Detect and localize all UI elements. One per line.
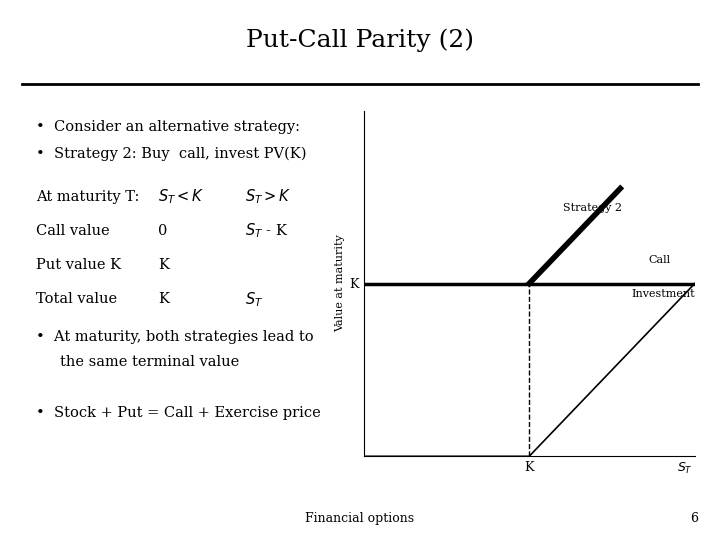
- Text: Put value K: Put value K: [36, 258, 121, 272]
- Text: •  At maturity, both strategies lead to: • At maturity, both strategies lead to: [36, 330, 314, 345]
- Text: At maturity T:: At maturity T:: [36, 190, 140, 204]
- Text: the same terminal value: the same terminal value: [60, 355, 239, 369]
- Y-axis label: Value at maturity: Value at maturity: [335, 234, 345, 333]
- Text: Strategy 2: Strategy 2: [562, 203, 621, 213]
- Text: $S_T$ - K: $S_T$ - K: [245, 222, 288, 240]
- Text: 0: 0: [158, 224, 168, 238]
- Text: •  Consider an alternative strategy:: • Consider an alternative strategy:: [36, 120, 300, 134]
- Text: Investment: Investment: [632, 289, 696, 299]
- Text: K: K: [158, 258, 169, 272]
- Text: Put-Call Parity (2): Put-Call Parity (2): [246, 29, 474, 52]
- Text: •  Stock + Put = Call + Exercise price: • Stock + Put = Call + Exercise price: [36, 406, 320, 420]
- Text: $S_T$: $S_T$: [245, 290, 263, 308]
- Text: Call value: Call value: [36, 224, 109, 238]
- Text: Financial options: Financial options: [305, 512, 415, 525]
- Text: •  Strategy 2: Buy  call, invest PV(K): • Strategy 2: Buy call, invest PV(K): [36, 147, 307, 161]
- Text: Total value: Total value: [36, 292, 117, 306]
- Text: K: K: [158, 292, 169, 306]
- Text: $S_T<K$: $S_T<K$: [158, 188, 205, 206]
- Text: $S_T>K$: $S_T>K$: [245, 188, 292, 206]
- Text: Call: Call: [649, 255, 670, 265]
- Text: 6: 6: [690, 512, 698, 525]
